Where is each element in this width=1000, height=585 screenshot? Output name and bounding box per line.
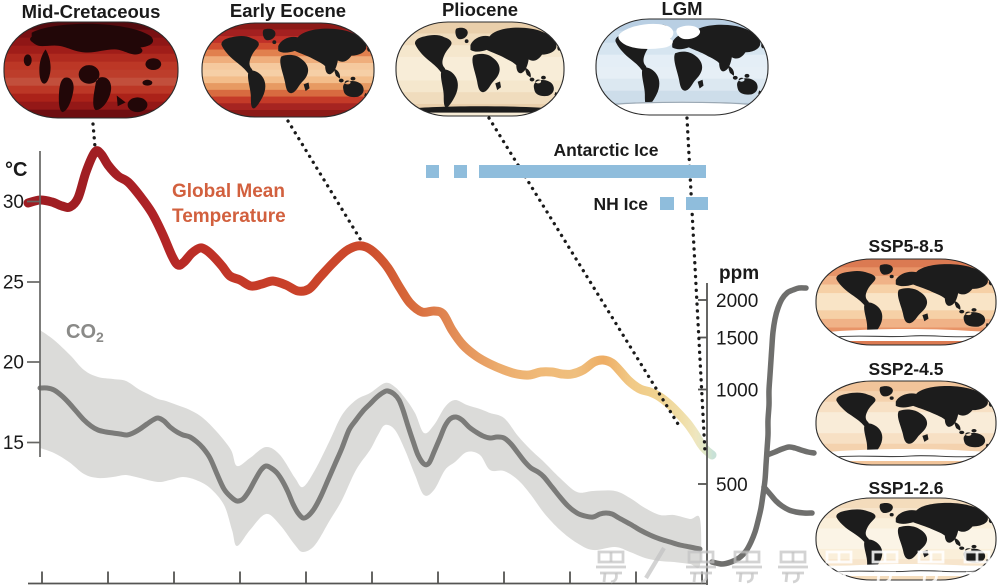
svg-text:500: 500 xyxy=(716,475,748,496)
svg-text:25: 25 xyxy=(3,273,24,294)
svg-text:LGM: LGM xyxy=(661,0,702,19)
svg-text:°C: °C xyxy=(5,159,27,181)
svg-text:Early Eocene: Early Eocene xyxy=(230,0,346,21)
svg-text:1500: 1500 xyxy=(716,329,758,350)
svg-text:Pliocene: Pliocene xyxy=(442,0,518,20)
svg-text:1000: 1000 xyxy=(716,381,758,402)
svg-text:SSP2-4.5: SSP2-4.5 xyxy=(869,359,944,379)
svg-text:Antarctic Ice: Antarctic Ice xyxy=(553,140,658,160)
svg-text:Temperature: Temperature xyxy=(172,206,286,227)
svg-text:ppm: ppm xyxy=(719,263,759,284)
svg-text:SSP1-2.6: SSP1-2.6 xyxy=(869,478,944,498)
svg-text:Mid-Cretaceous: Mid-Cretaceous xyxy=(22,1,161,22)
svg-text:20: 20 xyxy=(3,353,24,374)
svg-text:30: 30 xyxy=(3,192,24,213)
svg-text:SSP5-8.5: SSP5-8.5 xyxy=(869,236,944,256)
svg-text:Global Mean: Global Mean xyxy=(172,181,285,202)
svg-text:15: 15 xyxy=(3,433,24,454)
svg-text:2000: 2000 xyxy=(716,291,758,312)
svg-text:NH Ice: NH Ice xyxy=(594,194,649,214)
